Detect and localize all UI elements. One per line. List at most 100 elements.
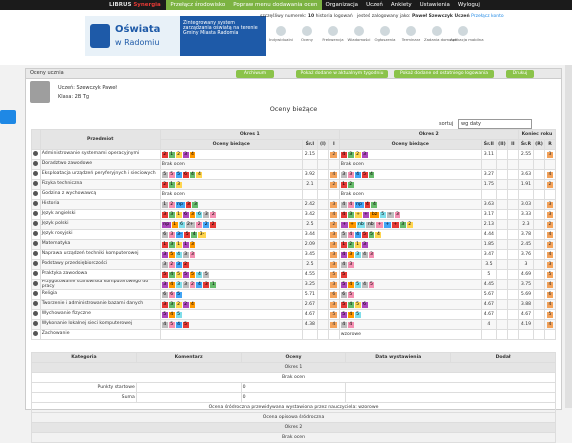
nav-icon[interactable]: Ogłoszenia [372, 26, 398, 42]
grade[interactable]: 4 [368, 171, 375, 178]
grade[interactable]: 5 [161, 271, 168, 278]
grade[interactable]: 5 [168, 171, 175, 178]
grade[interactable]: 4 [168, 281, 175, 288]
menu-item[interactable]: Ustawienia [419, 2, 450, 8]
action-button[interactable]: Archiwum [236, 70, 274, 78]
grade[interactable]: np [175, 201, 185, 208]
grade[interactable]: + [362, 211, 370, 218]
menu-item[interactable]: Wyloguj [457, 2, 480, 8]
grade[interactable]: 3 [175, 261, 182, 268]
grade[interactable]: 1 [161, 201, 168, 208]
grade[interactable]: 5 [361, 171, 368, 178]
grade[interactable]: 5 [161, 171, 168, 178]
grade[interactable]: 3 [182, 251, 189, 258]
grade[interactable]: 2+ [185, 221, 196, 228]
grade[interactable]: 4 [364, 201, 371, 208]
grade[interactable]: 2 [210, 211, 217, 218]
grade[interactable]: 4 [354, 171, 361, 178]
grade[interactable]: 3 [161, 261, 168, 268]
grade[interactable]: 5 [340, 301, 347, 308]
grade[interactable]: 2 [182, 301, 189, 308]
grade[interactable]: 1 [182, 241, 189, 248]
grade[interactable]: 3 [189, 251, 196, 258]
menu-item[interactable]: Ankiety [390, 2, 412, 8]
grade[interactable]: 5 [189, 271, 196, 278]
grade[interactable]: 3 [161, 251, 168, 258]
grade[interactable]: + [386, 211, 394, 218]
grade[interactable]: 6 [182, 171, 189, 178]
grade[interactable]: 2 [203, 221, 210, 228]
grade[interactable]: 6 [361, 301, 368, 308]
grade[interactable]: 5 [175, 311, 182, 318]
grade[interactable]: 5 [361, 231, 368, 238]
grade[interactable]: 4 [340, 321, 347, 328]
grade[interactable]: 3 [168, 231, 175, 238]
grade[interactable]: 2 [175, 301, 182, 308]
action-button[interactable]: Pokaż dodane w aktualnym tygodniu [296, 70, 388, 78]
menu-item[interactable]: Uczeń [366, 2, 383, 8]
grade[interactable]: 5 [182, 321, 189, 328]
grade[interactable]: 3 [347, 151, 354, 158]
grade[interactable]: 3 [182, 151, 189, 158]
grade[interactable]: nb [356, 221, 366, 228]
grade[interactable]: 2 [210, 221, 217, 228]
grade[interactable]: 4 [196, 171, 203, 178]
grade[interactable]: 3 [203, 211, 210, 218]
grade[interactable]: 6 [168, 291, 175, 298]
grade[interactable]: 3 [161, 281, 168, 288]
grade[interactable]: 2 [189, 281, 196, 288]
grade[interactable]: 3 [161, 211, 168, 218]
grade[interactable]: 4 [340, 251, 347, 258]
grade[interactable]: 5 [203, 271, 210, 278]
grade[interactable]: 4 [347, 281, 354, 288]
grade[interactable]: 3 [189, 211, 196, 218]
grade[interactable]: 3 [399, 221, 406, 228]
menu-item[interactable]: Przełącz środowisko [166, 0, 230, 10]
grade[interactable]: 4 [168, 271, 175, 278]
grade[interactable]: 4 [189, 171, 196, 178]
grade[interactable]: 2 [168, 261, 175, 268]
grade[interactable]: 5 [168, 321, 175, 328]
grade[interactable]: 5 [340, 281, 347, 288]
grade[interactable]: 3- [198, 231, 206, 238]
grade[interactable]: 3 [168, 241, 175, 248]
grade[interactable]: 3 [347, 171, 354, 178]
grade[interactable]: + [376, 221, 384, 228]
grade[interactable]: 1 [340, 181, 347, 188]
grade[interactable]: 2 [161, 181, 168, 188]
grade[interactable]: 4 [168, 311, 175, 318]
grade[interactable]: 6 [340, 291, 347, 298]
grade[interactable]: 6 [182, 211, 189, 218]
grade[interactable]: 2 [175, 151, 182, 158]
grade[interactable]: 3 [192, 201, 199, 208]
grade[interactable]: 4 [189, 151, 196, 158]
grade[interactable]: 5 [379, 211, 386, 218]
grade[interactable]: 3 [347, 251, 354, 258]
grade[interactable]: 5 [354, 311, 361, 318]
grade[interactable]: 3 [168, 301, 175, 308]
grade[interactable]: 1 [161, 241, 168, 248]
grade[interactable]: 3 [175, 181, 182, 188]
grade[interactable]: 4 [347, 301, 354, 308]
grade[interactable]: 2 [347, 181, 354, 188]
grade[interactable]: 2 [168, 201, 175, 208]
grade[interactable]: 1 [175, 241, 182, 248]
grade[interactable]: 1 [354, 241, 361, 248]
grade[interactable]: 5 [175, 171, 182, 178]
grade[interactable]: 4 [191, 231, 198, 238]
nav-icon[interactable]: Indywidualni [268, 26, 294, 42]
grade[interactable]: 5 [168, 251, 175, 258]
grade[interactable]: 1 [168, 181, 175, 188]
grade[interactable]: 2 [196, 221, 203, 228]
grade[interactable]: 3 [161, 301, 168, 308]
grade[interactable]: 4 [347, 201, 354, 208]
grade[interactable]: 3 [368, 251, 375, 258]
grade[interactable]: 4 [196, 281, 203, 288]
grade[interactable]: 2 [347, 241, 354, 248]
grade[interactable]: bz [370, 211, 379, 218]
grade[interactable]: 3 [203, 281, 210, 288]
grade[interactable]: 1 [340, 241, 347, 248]
switch-account[interactable]: Przełącz konto [471, 14, 504, 19]
grade[interactable]: 3 [394, 211, 401, 218]
grade[interactable]: 4 [371, 201, 378, 208]
